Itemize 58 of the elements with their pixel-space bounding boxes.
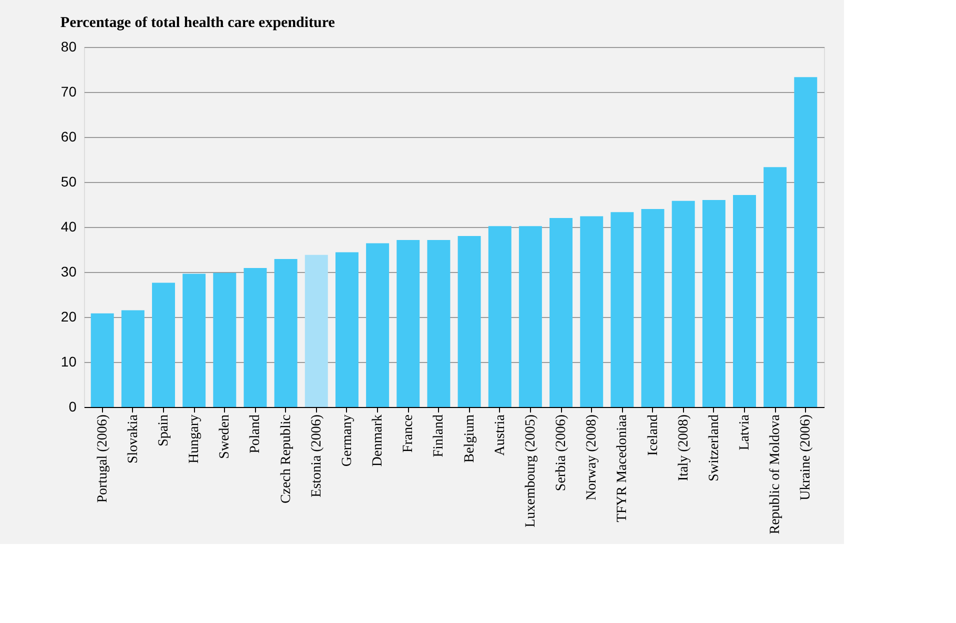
y-tick-label: 10 xyxy=(60,354,77,370)
x-tick-label: Italy (2008) xyxy=(676,414,692,481)
x-tick-label: Czech Republic xyxy=(278,414,294,504)
x-tick-label: Republic of Moldova xyxy=(768,414,784,534)
x-tick-label: Finland xyxy=(432,414,447,458)
x-tick-label: Luxembourg (2005) xyxy=(523,414,538,528)
y-tick-label: 0 xyxy=(68,398,77,414)
bar xyxy=(672,200,695,407)
bar xyxy=(794,77,818,407)
chart-title: Percentage of total health care expenditure xyxy=(60,15,336,31)
x-tick-label: Poland xyxy=(248,414,264,454)
bar xyxy=(427,240,450,407)
x-tick-label: France xyxy=(401,414,416,453)
x-tick-label: Portugal (2006) xyxy=(95,414,110,503)
y-tick-label: 70 xyxy=(60,84,77,100)
x-tick-label: Ukraine (2006) xyxy=(798,414,814,500)
bar xyxy=(610,212,634,407)
bar xyxy=(702,200,726,407)
x-tick-label: Germany xyxy=(340,414,355,467)
bar xyxy=(641,209,664,407)
x-tick-label: Sweden xyxy=(218,414,233,459)
x-tick-label: Estonia (2006) xyxy=(309,414,324,498)
x-tick-label: Austria xyxy=(492,414,508,456)
bar xyxy=(764,167,787,407)
x-tick-label: Slovakia xyxy=(126,414,141,464)
y-tick-label: 20 xyxy=(60,308,77,324)
bar xyxy=(304,254,328,407)
x-tick-label: Latvia xyxy=(737,414,752,450)
bar xyxy=(458,236,481,407)
bar xyxy=(366,243,390,407)
y-tick-label: 50 xyxy=(60,174,77,190)
y-tick-label: 60 xyxy=(60,128,77,144)
y-tick-label: 80 xyxy=(60,38,77,54)
bar xyxy=(335,252,358,407)
bar xyxy=(488,226,512,407)
x-tick-label: Norway (2008) xyxy=(584,414,600,500)
y-tick-label: 40 xyxy=(60,218,77,234)
bar xyxy=(90,313,114,407)
bar xyxy=(396,240,420,407)
x-tick-label: Denmark xyxy=(370,414,386,467)
bar xyxy=(121,310,144,407)
bar xyxy=(518,226,542,407)
x-tick-label: Serbia (2006) xyxy=(554,414,570,492)
x-tick-label: Hungary xyxy=(187,414,202,464)
bar xyxy=(732,195,756,407)
y-tick-label: 30 xyxy=(60,264,77,280)
x-tick-label: Iceland xyxy=(646,414,661,456)
bar xyxy=(213,272,236,407)
bar xyxy=(580,216,604,407)
x-tick-label: Spain xyxy=(156,414,172,446)
x-tick-label: TFYR Macedoniaa xyxy=(615,414,630,522)
bar xyxy=(550,218,573,407)
bar xyxy=(274,258,298,407)
x-tick-label: Switzerland xyxy=(706,414,722,482)
bar xyxy=(152,282,176,407)
bar xyxy=(244,268,267,407)
bar xyxy=(182,274,206,407)
x-tick-label: Belgium xyxy=(462,414,478,463)
